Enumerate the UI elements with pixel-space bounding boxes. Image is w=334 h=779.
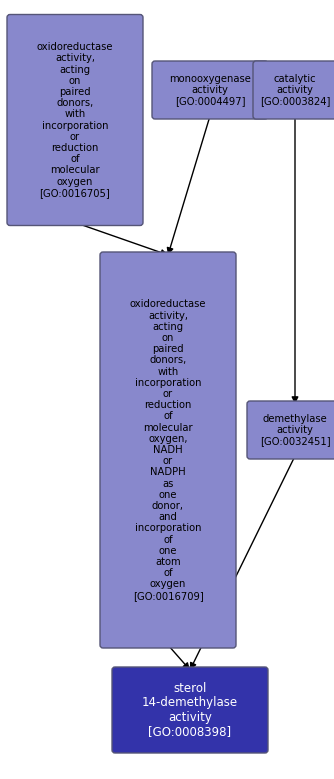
Text: oxidoreductase
activity,
acting
on
paired
donors,
with
incorporation
or
reductio: oxidoreductase activity, acting on paire… [130,299,206,601]
Text: demethylase
activity
[GO:0032451]: demethylase activity [GO:0032451] [260,414,330,446]
FancyBboxPatch shape [100,252,236,648]
Text: catalytic
activity
[GO:0003824]: catalytic activity [GO:0003824] [260,74,330,106]
Text: monooxygenase
activity
[GO:0004497]: monooxygenase activity [GO:0004497] [169,74,251,106]
FancyBboxPatch shape [7,15,143,225]
Text: oxidoreductase
activity,
acting
on
paired
donors,
with
incorporation
or
reductio: oxidoreductase activity, acting on paire… [37,42,113,198]
FancyBboxPatch shape [247,401,334,459]
FancyBboxPatch shape [253,61,334,119]
FancyBboxPatch shape [152,61,268,119]
FancyBboxPatch shape [112,667,268,753]
Text: sterol
14-demethylase
activity
[GO:0008398]: sterol 14-demethylase activity [GO:00083… [142,682,238,738]
